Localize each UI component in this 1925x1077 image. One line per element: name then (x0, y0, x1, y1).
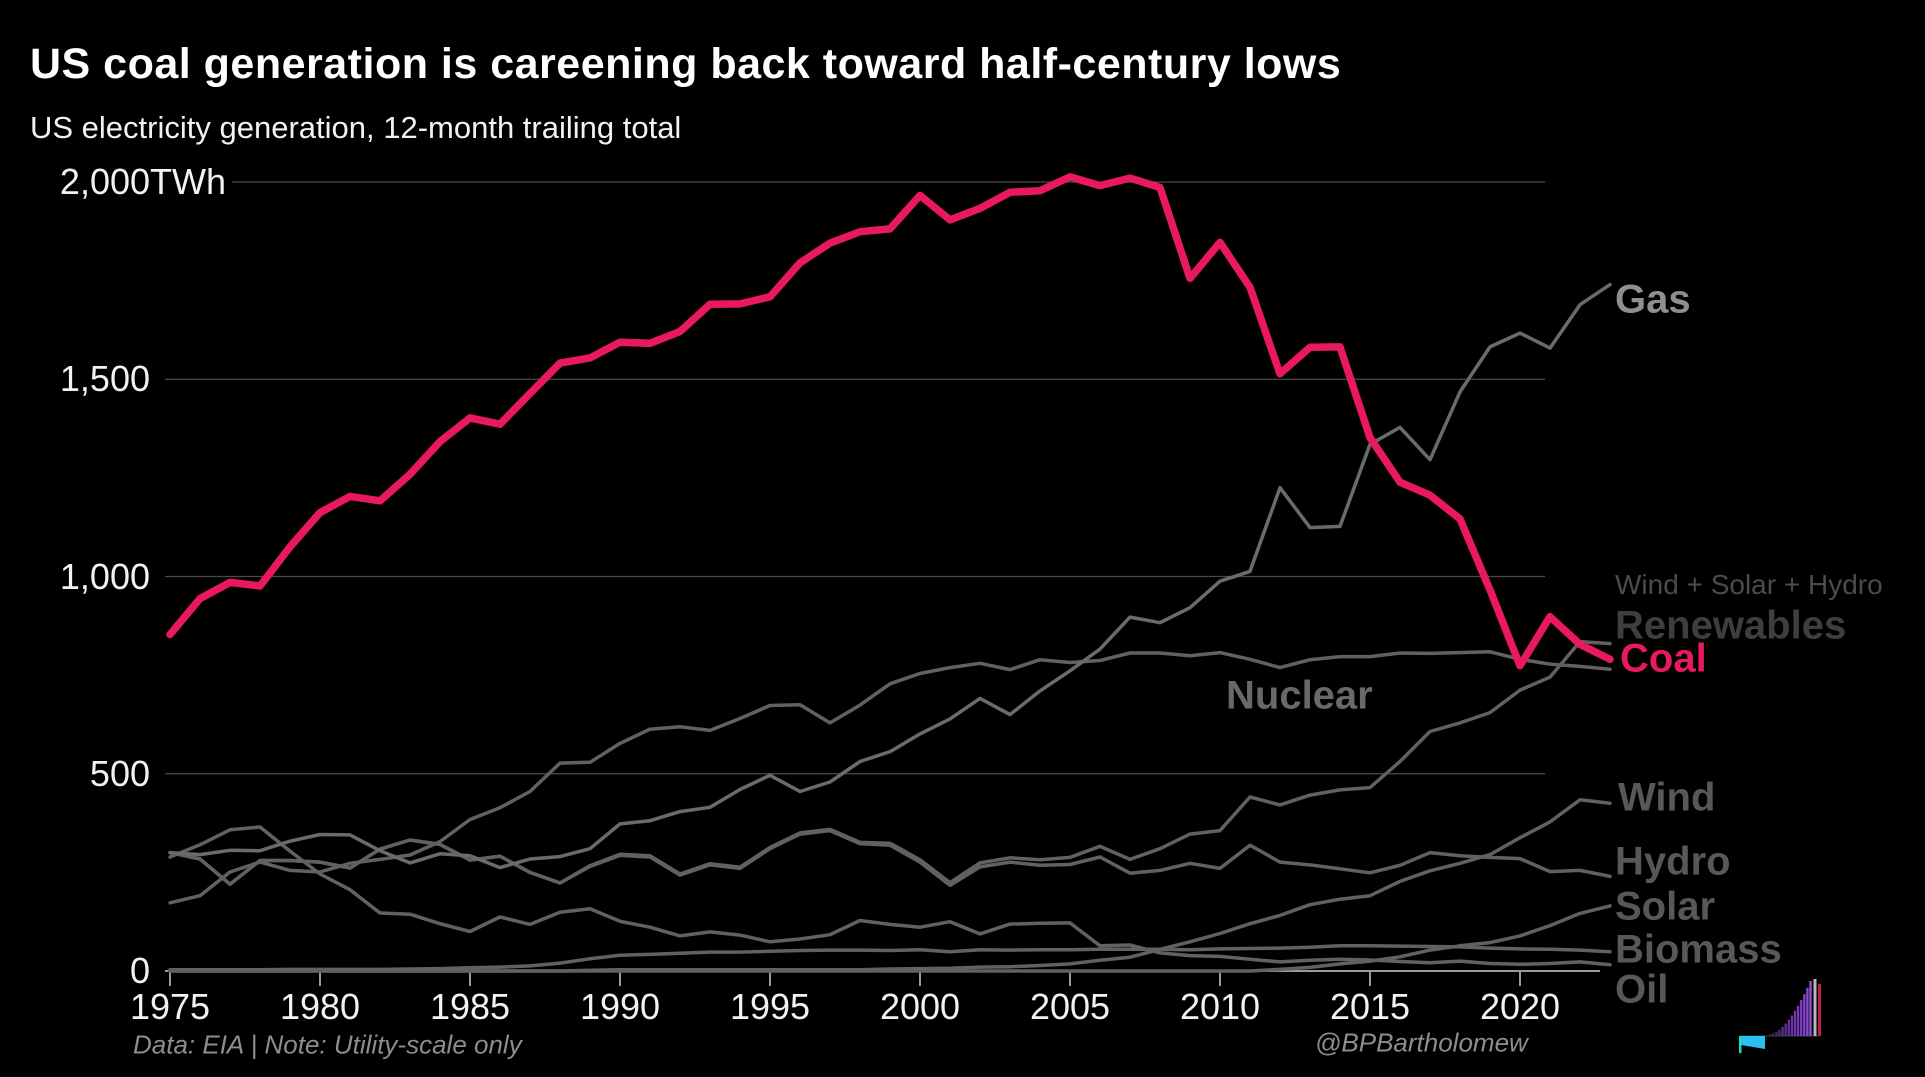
logo-bar (1784, 1023, 1787, 1036)
series-label-gas: Gas (1615, 277, 1691, 322)
x-tick-label: 2000 (879, 986, 961, 1027)
logo-bar-crimson (1818, 984, 1821, 1036)
series-label-coal: Coal (1620, 636, 1707, 681)
chart-subtitle: US electricity generation, 12-month trai… (30, 110, 682, 145)
series-line-nuclear (168, 650, 1612, 905)
x-tick-label: 2010 (1179, 986, 1261, 1027)
logo-bar (1781, 1026, 1784, 1036)
series-label-wind: Wind (1618, 775, 1716, 820)
series-label-solar: Solar (1615, 884, 1716, 929)
page-title: US coal generation is careening back tow… (30, 40, 1342, 88)
x-tick-label: 2005 (1029, 986, 1111, 1027)
logo-flag-pole (1739, 1036, 1742, 1053)
mini-chart-logo (1739, 979, 1821, 1053)
x-tick-label: 1995 (729, 986, 811, 1027)
series-label-renewables: Renewables (1615, 603, 1847, 648)
logo-bar (1775, 1031, 1778, 1036)
logo-bar (1787, 1019, 1790, 1036)
y-tick-label: 500 (89, 752, 150, 794)
logo-bar (1803, 994, 1806, 1036)
logo-bar (1796, 1005, 1800, 1036)
series-line-wind (168, 798, 1612, 973)
y-tick-label: 2,000TWh (59, 161, 226, 202)
logo-bar (1790, 1015, 1794, 1036)
y-tick-label: 1,500 (59, 358, 150, 400)
y-tick-label: 1,000 (59, 555, 150, 597)
series-label-wind-solar-hydro: Wind + Solar + Hydro (1615, 569, 1883, 600)
x-tick-label: 1975 (129, 986, 211, 1027)
x-tick-label: 2015 (1329, 986, 1411, 1027)
x-tick-label: 1990 (579, 986, 661, 1027)
logo-bar (1806, 987, 1809, 1036)
x-tick-label: 1985 (429, 986, 511, 1027)
x-tick-label: 2020 (1479, 986, 1561, 1027)
series-label-biomass: Biomass (1615, 927, 1782, 972)
series-label-nuclear: Nuclear (1226, 673, 1373, 718)
author-credit: @BPBartholomew (1315, 1027, 1528, 1058)
logo-bar (1800, 1000, 1803, 1036)
logo-bar (1778, 1029, 1781, 1036)
x-tick-label: 1980 (279, 986, 361, 1027)
series-line-coal (166, 173, 1614, 670)
series-label-oil: Oil (1615, 967, 1669, 1012)
logo-bar (1793, 1010, 1797, 1036)
series-line-biomass (168, 944, 1612, 972)
series-line-renewables-wind-solar-hydro- (168, 639, 1612, 886)
logo-bar (1809, 981, 1812, 1036)
data-source-note: Data: EIA | Note: Utility-scale only (133, 1029, 522, 1060)
logo-bar (1769, 1034, 1772, 1036)
logo-bar-gray (1813, 979, 1817, 1036)
y-tick-label: 0 (129, 950, 150, 991)
logo-flag-icon (1741, 1036, 1765, 1049)
logo-bar (1772, 1033, 1775, 1036)
series-label-hydro: Hydro (1615, 839, 1731, 884)
